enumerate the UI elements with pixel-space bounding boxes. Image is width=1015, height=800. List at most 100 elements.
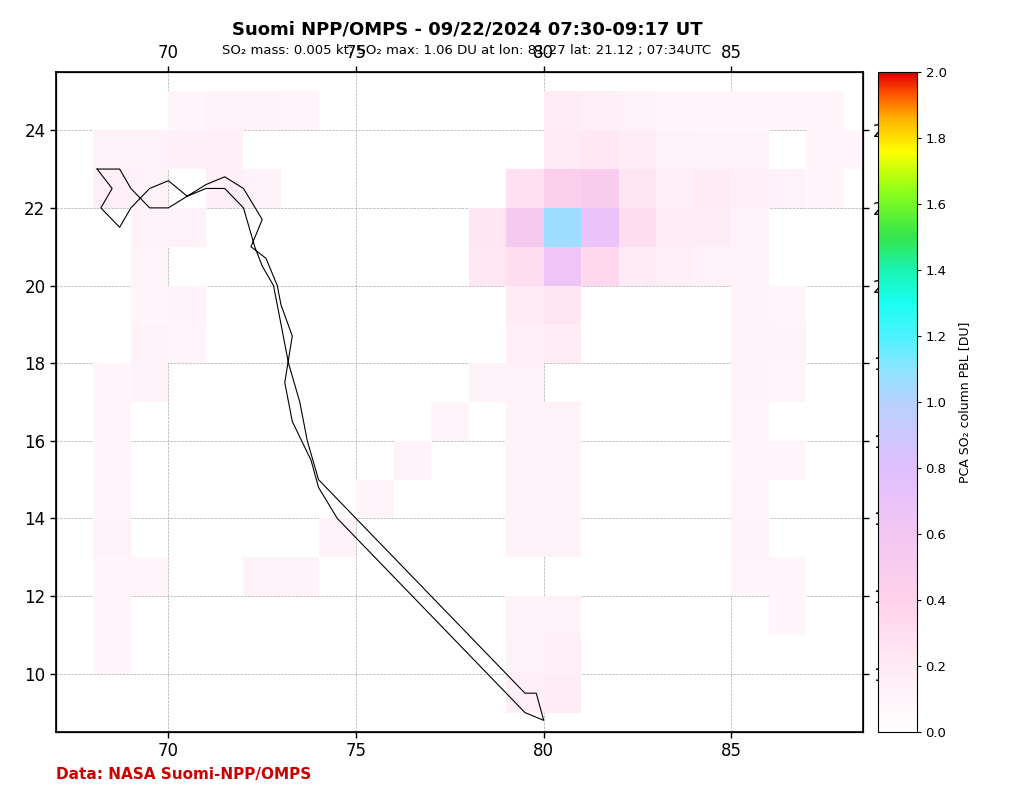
Bar (732, 518, 769, 558)
Bar (93, 402, 131, 441)
Bar (93, 480, 131, 518)
Bar (807, 130, 844, 169)
Bar (93, 130, 131, 169)
Bar (619, 246, 657, 286)
Bar (769, 558, 807, 596)
Bar (582, 169, 619, 208)
Bar (356, 480, 394, 518)
Bar (769, 324, 807, 363)
Bar (657, 169, 694, 208)
Bar (619, 130, 657, 169)
Bar (732, 91, 769, 130)
Bar (582, 208, 619, 246)
Bar (506, 286, 544, 324)
Bar (582, 130, 619, 169)
Bar (732, 130, 769, 169)
Y-axis label: PCA SO₂ column PBL [DU]: PCA SO₂ column PBL [DU] (958, 322, 970, 482)
Bar (694, 130, 732, 169)
Bar (544, 324, 582, 363)
Bar (769, 596, 807, 635)
Bar (506, 208, 544, 246)
Bar (544, 480, 582, 518)
Bar (168, 208, 206, 246)
Bar (93, 635, 131, 674)
Bar (544, 130, 582, 169)
Bar (544, 169, 582, 208)
Bar (469, 208, 506, 246)
Bar (168, 286, 206, 324)
FancyArrowPatch shape (889, 29, 905, 70)
Bar (732, 480, 769, 518)
Bar (206, 91, 244, 130)
Bar (619, 91, 657, 130)
Bar (506, 441, 544, 480)
Bar (769, 286, 807, 324)
Bar (93, 518, 131, 558)
Bar (394, 441, 431, 480)
Bar (244, 169, 281, 208)
Bar (506, 596, 544, 635)
Bar (619, 208, 657, 246)
Bar (694, 246, 732, 286)
Bar (544, 635, 582, 674)
Bar (206, 169, 244, 208)
Bar (657, 130, 694, 169)
Bar (582, 169, 619, 208)
Bar (131, 324, 168, 363)
Bar (281, 91, 319, 130)
Bar (319, 518, 356, 558)
Bar (694, 169, 732, 208)
Bar (506, 674, 544, 713)
Bar (657, 91, 694, 130)
Bar (732, 169, 769, 208)
Bar (93, 363, 131, 402)
Bar (281, 558, 319, 596)
Bar (544, 674, 582, 713)
Bar (506, 635, 544, 674)
Bar (131, 130, 168, 169)
Bar (168, 130, 206, 169)
Bar (657, 208, 694, 246)
FancyArrowPatch shape (889, 734, 905, 775)
Bar (544, 402, 582, 441)
Bar (544, 518, 582, 558)
Bar (844, 130, 881, 169)
Bar (732, 246, 769, 286)
Bar (582, 246, 619, 286)
Bar (694, 91, 732, 130)
Bar (807, 169, 844, 208)
Bar (506, 169, 544, 208)
Bar (93, 441, 131, 480)
Bar (732, 363, 769, 402)
Bar (131, 246, 168, 286)
Bar (807, 91, 844, 130)
Bar (131, 363, 168, 402)
Bar (582, 208, 619, 246)
Bar (506, 324, 544, 363)
Bar (469, 363, 506, 402)
Bar (131, 169, 168, 208)
Bar (769, 441, 807, 480)
Bar (168, 91, 206, 130)
Bar (131, 286, 168, 324)
Bar (544, 441, 582, 480)
Bar (732, 286, 769, 324)
Bar (168, 324, 206, 363)
Bar (469, 246, 506, 286)
Bar (544, 596, 582, 635)
Bar (131, 558, 168, 596)
Bar (506, 363, 544, 402)
Bar (582, 91, 619, 130)
Text: SO₂ mass: 0.005 kt; SO₂ max: 1.06 DU at lon: 81.27 lat: 21.12 ; 07:34UTC: SO₂ mass: 0.005 kt; SO₂ max: 1.06 DU at … (222, 44, 712, 57)
Text: Suomi NPP/OMPS - 09/22/2024 07:30-09:17 UT: Suomi NPP/OMPS - 09/22/2024 07:30-09:17 … (231, 20, 702, 38)
Bar (431, 402, 469, 441)
Bar (544, 91, 582, 130)
Bar (506, 518, 544, 558)
Bar (694, 208, 732, 246)
Bar (93, 169, 131, 208)
Bar (544, 246, 582, 286)
Bar (506, 402, 544, 441)
Bar (732, 558, 769, 596)
Bar (93, 558, 131, 596)
Bar (769, 91, 807, 130)
